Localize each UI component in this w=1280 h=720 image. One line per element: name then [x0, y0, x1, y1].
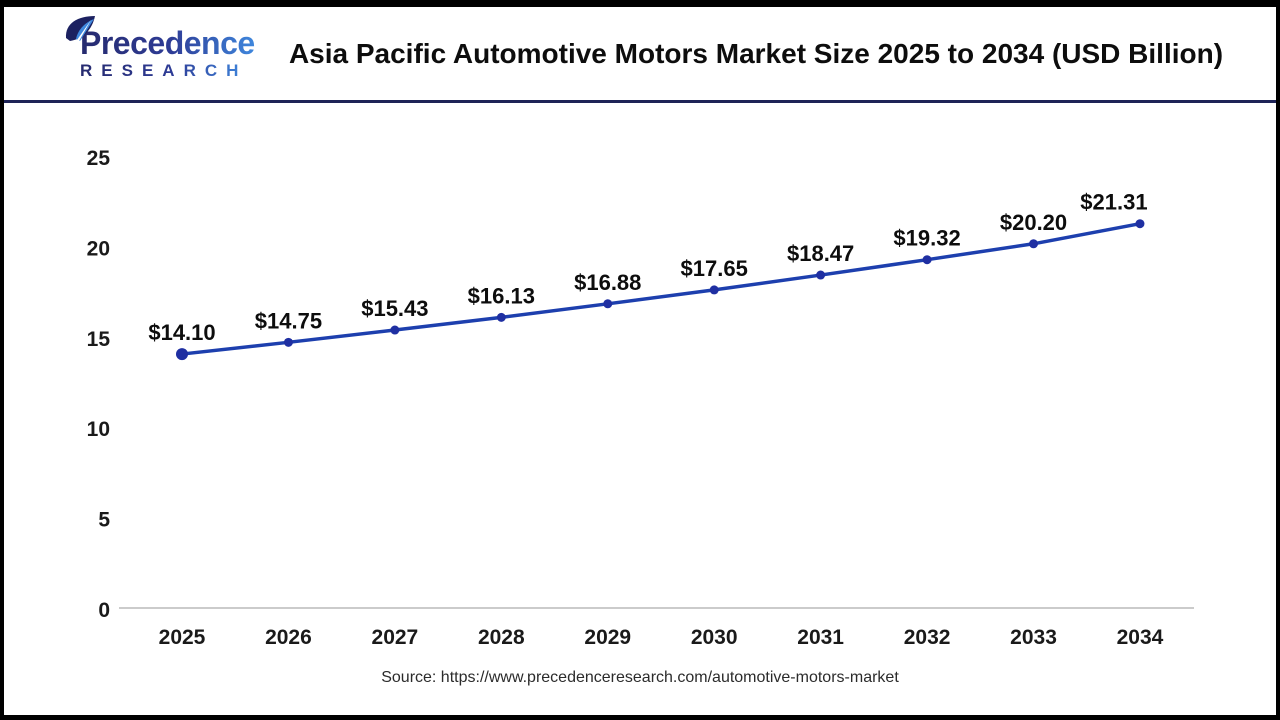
x-axis-tick-label: 2031 [797, 626, 844, 649]
x-axis-tick-label: 2026 [265, 626, 312, 649]
data-point-label: $21.31 [1080, 190, 1147, 215]
data-point [603, 299, 613, 309]
x-axis-tick-label: 2029 [584, 626, 631, 649]
data-point [922, 255, 932, 265]
x-axis-tick-label: 2027 [372, 626, 419, 649]
data-point [1029, 239, 1039, 249]
data-point-label: $17.65 [681, 256, 748, 281]
logo-subtitle: RESEARCH [80, 61, 248, 80]
chart-area: 0 5 10 15 20 25 2025 2026 2027 2028 2029 2030 2031 20… [4, 103, 1276, 663]
data-point [816, 270, 826, 280]
data-line [180, 221, 1142, 356]
chart-title: Asia Pacific Automotive Motors Market Si… [288, 37, 1224, 69]
data-point-label: $16.13 [468, 283, 535, 308]
data-point [1135, 219, 1145, 229]
data-point [390, 325, 400, 335]
data-point [496, 312, 506, 322]
data-point-label: $19.32 [893, 226, 960, 251]
y-axis-tick-label: 25 [87, 147, 111, 170]
y-axis-tick-label: 10 [87, 418, 110, 441]
data-point-label: $20.20 [1000, 210, 1067, 235]
y-axis-tick-label: 5 [98, 509, 110, 532]
header: Precedence RESEARCH Asia Pacific Automot… [4, 7, 1276, 103]
x-axis-tick-label: 2034 [1117, 626, 1164, 649]
source-citation: Source: https://www.precedenceresearch.c… [381, 669, 899, 686]
y-axis-tick-label: 20 [87, 237, 110, 260]
data-point [709, 285, 719, 295]
data-point-label: $16.88 [574, 270, 641, 295]
x-axis-tick-label: 2032 [904, 626, 951, 649]
data-point [283, 337, 293, 347]
precedence-research-logo: Precedence RESEARCH [65, 16, 270, 80]
y-axis-tick-label: 0 [98, 599, 110, 622]
data-point-label: $18.47 [787, 241, 854, 266]
data-point-label: $14.10 [148, 320, 215, 345]
y-axis-tick-label: 15 [87, 328, 111, 351]
data-point [176, 348, 188, 361]
data-point-label: $15.43 [361, 296, 428, 321]
logo-wordmark: Precedence [80, 25, 255, 61]
data-point-label: $14.75 [255, 308, 322, 333]
leaf-logo-icon [63, 14, 105, 54]
x-axis-tick-label: 2028 [478, 626, 525, 649]
x-axis-tick-label: 2033 [1010, 626, 1057, 649]
x-axis-tick-label: 2025 [159, 626, 206, 649]
x-axis-tick-label: 2030 [691, 626, 738, 649]
